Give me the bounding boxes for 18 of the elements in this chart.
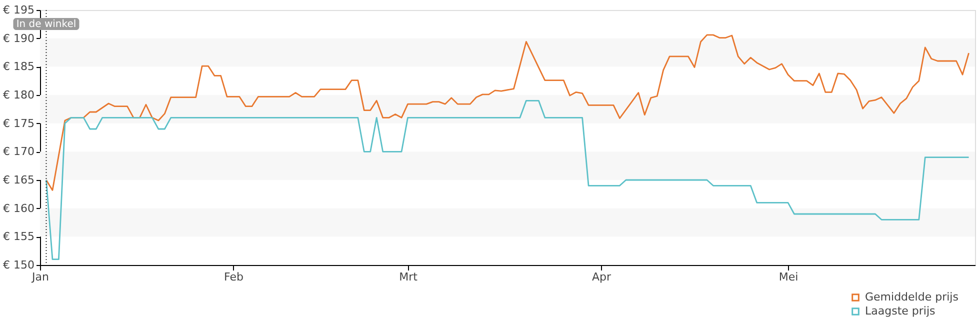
y-tick-label: € 195 <box>3 4 34 16</box>
y-tick-label: € 165 <box>3 174 34 186</box>
y-tick-label: € 160 <box>3 202 34 215</box>
ref-line-label: In de winkel <box>16 19 76 30</box>
y-tick-label: € 185 <box>3 60 34 74</box>
x-tick-label: Mrt <box>399 270 418 284</box>
y-tick-label: € 150 <box>3 258 34 272</box>
y-tick-label: € 180 <box>3 88 34 102</box>
x-tick-label: Mei <box>778 270 798 284</box>
legend-label: Gemiddelde prijs <box>865 290 959 304</box>
y-tick-label: € 190 <box>3 32 34 45</box>
legend-label: Laagste prijs <box>865 304 936 318</box>
x-tick-label: Apr <box>592 270 612 284</box>
x-tick-label: Feb <box>224 270 244 284</box>
x-tick-label: Jan <box>31 270 49 284</box>
y-tick-label: € 170 <box>3 145 34 158</box>
y-tick-label: € 175 <box>3 116 34 130</box>
y-tick-label: € 155 <box>3 230 34 244</box>
